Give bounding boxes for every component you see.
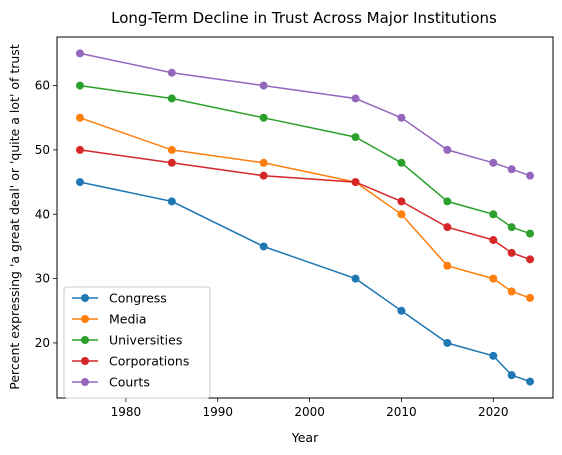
- data-point: [526, 229, 535, 238]
- legend-item-corporations: Corporations: [72, 354, 189, 369]
- data-point: [489, 274, 498, 283]
- data-point: [507, 248, 516, 257]
- series-corporations: [75, 145, 535, 264]
- data-point: [489, 158, 498, 167]
- data-point: [443, 145, 452, 154]
- data-point: [167, 197, 176, 206]
- x-axis: 1980 1990 2000 2010 2020: [111, 398, 509, 419]
- series-media: [75, 113, 535, 302]
- data-point: [489, 210, 498, 219]
- series-congress: [75, 178, 535, 386]
- y-axis-label: Percent expressing 'a great deal' or 'qu…: [7, 44, 22, 390]
- data-point: [259, 242, 268, 251]
- legend-box: [63, 286, 211, 399]
- y-tick-label: 50: [35, 143, 50, 157]
- series-line: [79, 149, 531, 261]
- data-point: [489, 351, 498, 360]
- y-tick-label: 60: [35, 79, 50, 93]
- data-point: [259, 171, 268, 180]
- data-point: [351, 94, 360, 103]
- legend-swatch-marker: [81, 336, 89, 344]
- plot-area: [75, 49, 535, 386]
- data-point: [443, 261, 452, 270]
- legend-swatch-marker: [81, 378, 89, 386]
- data-point: [351, 133, 360, 142]
- plot-frame: [56, 36, 554, 399]
- x-tick-label: 2020: [478, 405, 509, 419]
- data-point: [443, 223, 452, 232]
- series-universities: [75, 81, 535, 238]
- legend-swatch-marker: [81, 294, 89, 302]
- data-point: [75, 113, 84, 122]
- data-point: [526, 293, 535, 302]
- data-point: [167, 145, 176, 154]
- data-point: [526, 255, 535, 264]
- data-point: [351, 178, 360, 187]
- legend-label: Congress: [109, 291, 167, 306]
- y-tick-label: 30: [35, 272, 50, 286]
- x-tick-label: 1980: [111, 405, 142, 419]
- chart-title: Long-Term Decline in Trust Across Major …: [111, 9, 497, 27]
- legend-item-congress: Congress: [72, 291, 167, 306]
- data-point: [507, 371, 516, 380]
- data-point: [259, 158, 268, 167]
- data-point: [167, 94, 176, 103]
- data-point: [507, 165, 516, 174]
- legend-swatch-marker: [81, 315, 89, 323]
- data-point: [507, 287, 516, 296]
- x-tick-label: 1990: [202, 405, 233, 419]
- legend: Congress Media Universities Corporations Cou…: [63, 286, 211, 399]
- legend-item-universities: Universities: [72, 333, 182, 348]
- legend-label: Courts: [109, 375, 150, 390]
- series-line: [79, 117, 531, 299]
- y-axis: 20 30 40 50 60: [35, 79, 57, 350]
- data-point: [507, 223, 516, 232]
- legend-item-media: Media: [72, 312, 147, 327]
- data-point: [351, 274, 360, 283]
- data-point: [259, 81, 268, 90]
- legend-label: Media: [109, 312, 147, 327]
- x-tick-label: 2000: [294, 405, 325, 419]
- data-point: [397, 113, 406, 122]
- series-line: [79, 52, 531, 177]
- legend-label: Universities: [109, 333, 182, 348]
- data-point: [75, 145, 84, 154]
- data-point: [443, 338, 452, 347]
- data-point: [259, 113, 268, 122]
- x-tick-label: 2010: [386, 405, 417, 419]
- data-point: [526, 377, 535, 386]
- data-point: [397, 158, 406, 167]
- x-axis-label: Year: [291, 430, 319, 445]
- y-tick-label: 20: [35, 336, 50, 350]
- data-point: [167, 158, 176, 167]
- data-point: [75, 49, 84, 58]
- legend-label: Corporations: [109, 354, 189, 369]
- data-point: [397, 210, 406, 219]
- data-point: [443, 197, 452, 206]
- data-point: [167, 68, 176, 77]
- legend-swatch-marker: [81, 357, 89, 365]
- data-point: [75, 178, 84, 187]
- series-courts: [75, 49, 535, 180]
- data-point: [75, 81, 84, 90]
- data-point: [489, 236, 498, 245]
- data-point: [397, 197, 406, 206]
- legend-item-courts: Courts: [72, 375, 150, 390]
- y-tick-label: 40: [35, 207, 50, 221]
- data-point: [397, 306, 406, 315]
- data-point: [526, 171, 535, 180]
